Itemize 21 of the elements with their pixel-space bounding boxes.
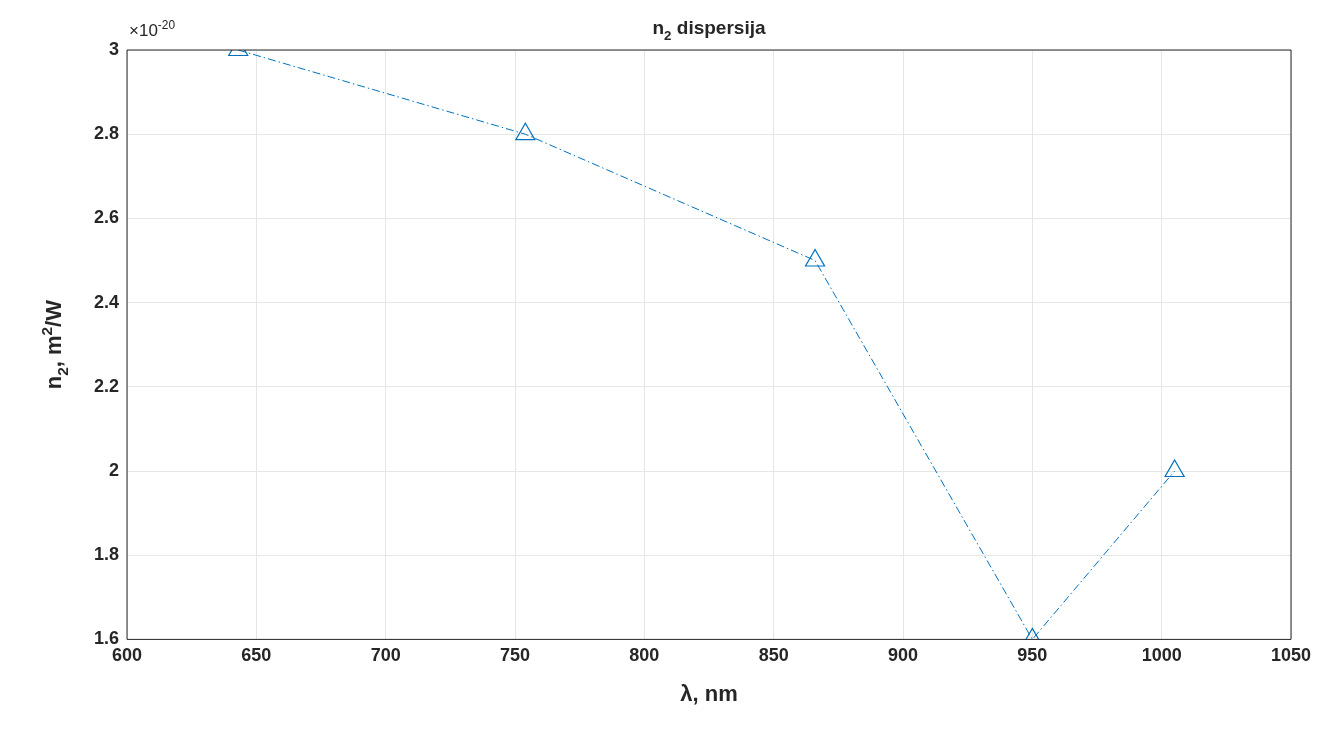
y-tick-label: 2.8 (93, 123, 120, 144)
x-tick-label: 850 (758, 645, 789, 666)
x-tick-label: 1000 (1141, 645, 1182, 666)
y-tick-label: 3 (109, 38, 120, 59)
y-tick-label: 2.2 (93, 375, 120, 396)
x-tick-label: 650 (241, 645, 272, 666)
y-axis-title: n2, m2/W (38, 299, 71, 390)
x-tick-label: 700 (370, 645, 401, 666)
point (804, 248, 826, 267)
y-tick-label: 2 (109, 459, 120, 480)
x-axis-title: λ, nm (680, 681, 738, 707)
x-tick-label: 950 (1017, 645, 1048, 666)
x-tick-label: 750 (499, 645, 531, 666)
y-tick-label: 1.8 (93, 544, 120, 565)
x-tick-label: 900 (887, 645, 919, 666)
x-tick-label: 800 (629, 645, 660, 666)
y-tick-label: 2.6 (93, 207, 120, 228)
point (1164, 459, 1185, 478)
x-tick-label: 1050 (1270, 645, 1312, 666)
point (515, 122, 536, 141)
y-tick-label: 2.4 (93, 291, 120, 312)
